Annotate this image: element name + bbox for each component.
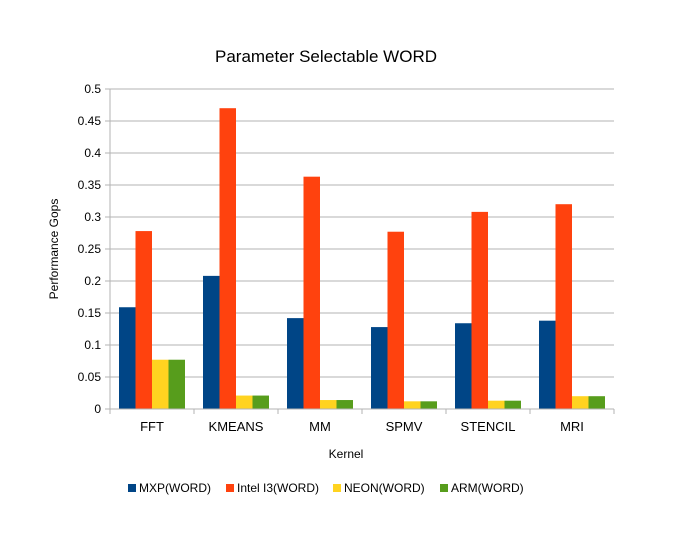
x-axis-ticks: FFT KMEANS MM SPMV STENCIL MRI [109, 409, 615, 434]
y-tick-label: 0.4 [84, 146, 101, 160]
bar [404, 401, 421, 409]
bar [588, 396, 605, 409]
bar [336, 400, 353, 409]
bar [219, 108, 236, 409]
legend-label: NEON(WORD) [344, 481, 425, 495]
bar [119, 307, 136, 409]
y-tick-label: 0.2 [84, 274, 101, 288]
x-tick-label: MRI [560, 419, 584, 434]
x-axis-label: Kernel [329, 447, 364, 461]
bar [555, 204, 572, 409]
y-tick-label: 0.15 [78, 306, 102, 320]
y-axis-label: Performance Gops [47, 199, 61, 300]
bar [203, 275, 220, 409]
legend-swatch [226, 484, 234, 492]
y-tick-label: 0.35 [78, 178, 102, 192]
bar [488, 400, 505, 409]
legend-label: Intel I3(WORD) [237, 481, 319, 495]
legend: MXP(WORD) Intel I3(WORD) NEON(WORD) ARM(WOR… [128, 481, 524, 495]
bar [539, 320, 556, 409]
bar [320, 400, 337, 409]
x-tick-label: SPMV [386, 419, 423, 434]
y-axis-ticks: 0 0.05 0.1 0.15 0.2 0.25 0.3 0.35 0.4 0.45 0.5 [78, 82, 110, 416]
y-tick-label: 0.45 [78, 114, 102, 128]
gridlines [110, 88, 614, 410]
bar [420, 401, 437, 409]
legend-swatch [333, 484, 341, 492]
bar [504, 400, 521, 409]
bar [152, 359, 169, 409]
bars [119, 108, 605, 409]
bar [287, 318, 304, 409]
y-tick-label: 0.1 [84, 338, 101, 352]
bar [252, 395, 269, 409]
legend-label: ARM(WORD) [451, 481, 524, 495]
bar [387, 231, 404, 409]
y-tick-label: 0.05 [78, 370, 102, 384]
y-tick-label: 0.3 [84, 210, 101, 224]
y-tick-label: 0 [94, 402, 101, 416]
x-tick-label: MM [309, 419, 331, 434]
x-tick-label: FFT [140, 419, 164, 434]
x-tick-label: STENCIL [461, 419, 516, 434]
bar [236, 395, 253, 409]
y-tick-label: 0.5 [84, 82, 101, 96]
bar [168, 359, 185, 409]
x-tick-label: KMEANS [209, 419, 264, 434]
y-tick-label: 0.25 [78, 242, 102, 256]
bar [303, 176, 320, 409]
bar [572, 396, 589, 409]
legend-swatch [128, 484, 136, 492]
chart-title: Parameter Selectable WORD [215, 47, 437, 66]
legend-label: MXP(WORD) [139, 481, 211, 495]
bar [371, 327, 388, 409]
bar [135, 231, 152, 409]
legend-swatch [440, 484, 448, 492]
bar [471, 211, 488, 409]
bar [455, 323, 472, 409]
